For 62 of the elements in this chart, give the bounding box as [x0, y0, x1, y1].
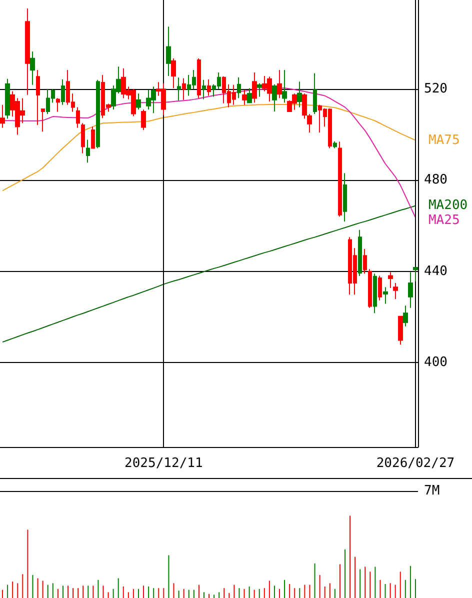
y-tick-label: 440: [424, 264, 448, 279]
candlestick: [277, 70, 282, 99]
series-label: MA75: [428, 132, 460, 148]
candlestick: [41, 108, 45, 132]
line-series: [2, 88, 416, 218]
candlestick: [177, 77, 181, 101]
candlestick: [237, 76, 241, 99]
candlestick: [56, 98, 60, 112]
candlestick: [257, 82, 262, 98]
candlestick: [358, 229, 362, 276]
candlestick: [207, 78, 211, 96]
y-tick-label: 480: [424, 172, 448, 188]
candlestick: [383, 286, 388, 304]
candlestick: [242, 89, 247, 106]
candlestick: [398, 315, 403, 346]
candlestick: [378, 275, 382, 301]
candlestick: [373, 273, 377, 314]
candlestick: [302, 93, 307, 120]
line-series: [2, 104, 416, 192]
y-tick-label: 400: [424, 355, 448, 370]
candlestick: [81, 122, 85, 154]
candlestick: [413, 266, 418, 282]
line-series: [2, 205, 416, 343]
candlestick: [5, 78, 10, 120]
candlestick: [368, 268, 372, 308]
ref-line-label: 7M: [424, 484, 440, 498]
candlestick: [182, 78, 186, 100]
candlestick: [202, 79, 206, 100]
candlestick: [297, 81, 302, 108]
y-tick-label: 520: [424, 81, 448, 96]
candlestick: [282, 70, 287, 104]
candlestick: [197, 58, 201, 99]
candlestick: [86, 139, 90, 164]
candlestick: [252, 72, 257, 104]
x-tick-label: 2025/12/11: [124, 456, 203, 471]
candlestick: [141, 108, 146, 130]
candlestick: [333, 140, 337, 149]
candlestick: [61, 78, 65, 106]
candlestick: [338, 141, 342, 218]
candlestick: [313, 72, 317, 115]
candlestick: [272, 84, 277, 112]
candlestick: [388, 272, 393, 289]
candlestick: [0, 104, 5, 128]
candlestick: [76, 106, 80, 128]
candlestick: [96, 79, 100, 149]
candlestick: [171, 58, 176, 89]
candlestick: [136, 93, 141, 110]
candlestick: [30, 51, 35, 86]
series-label: MA25: [428, 213, 460, 228]
series-label: MA200: [428, 198, 468, 214]
candlestick: [36, 70, 40, 126]
x-tick-label: 2026/02/27: [376, 456, 455, 471]
candlestick: [363, 248, 367, 274]
candlestick: [403, 305, 408, 327]
candlestick: [307, 114, 312, 134]
candlestick: [247, 88, 252, 104]
candlestick: [25, 8, 30, 96]
candlestick: [166, 26, 171, 76]
candlestick: [393, 282, 398, 300]
candlestick: [343, 172, 347, 222]
candlestick: [408, 272, 413, 308]
candlestick: [91, 126, 95, 149]
